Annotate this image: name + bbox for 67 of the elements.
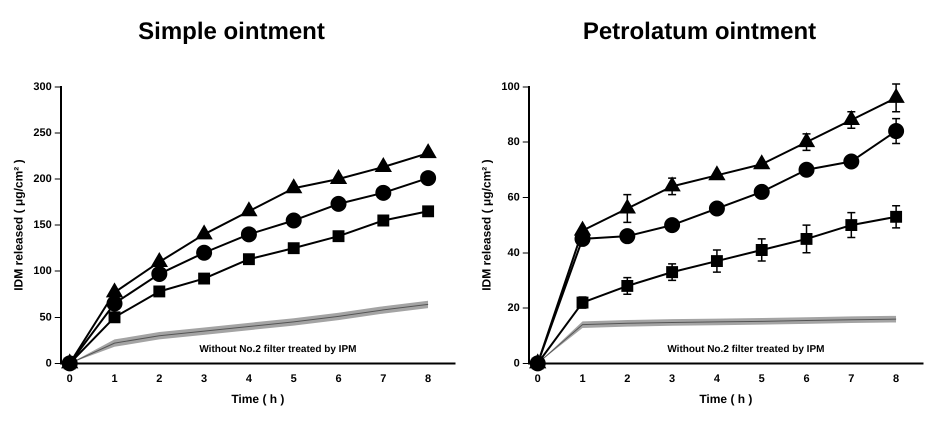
point [288, 242, 300, 254]
x-tick-label: 5 [290, 373, 297, 386]
x-tick-label: 3 [669, 373, 676, 386]
x-tick-label: 0 [66, 373, 73, 386]
point [619, 228, 636, 244]
x-tick-label: 0 [534, 373, 541, 386]
point [198, 272, 210, 285]
point [375, 184, 392, 201]
point [422, 205, 434, 218]
x-tick-label: 4 [246, 373, 253, 386]
point [798, 162, 815, 178]
y-axis-title: IDM released ( μg/cm² ) [480, 159, 494, 291]
y-tick-label: 100 [501, 80, 520, 93]
point [890, 210, 902, 223]
x-tick-label: 8 [893, 373, 900, 386]
point [153, 286, 166, 298]
point [800, 232, 812, 245]
chart-title: Simple ointment [138, 18, 325, 46]
point [196, 244, 212, 261]
x-tick-label: 1 [579, 373, 586, 386]
y-tick-label: 0 [514, 357, 520, 370]
point [240, 226, 257, 242]
y-tick-label: 150 [33, 219, 52, 232]
point [286, 212, 302, 228]
x-tick-label: 2 [156, 373, 162, 386]
point [754, 184, 770, 200]
y-axis-title: IDM released ( μg/cm² ) [12, 159, 26, 291]
point [845, 219, 858, 232]
x-tick-label: 4 [714, 373, 721, 386]
annotation: Without No.2 filter treated by IPM [199, 344, 356, 356]
point [843, 153, 860, 170]
x-tick-label: 2 [624, 373, 630, 386]
point [420, 170, 436, 186]
point [888, 123, 904, 140]
point [708, 200, 725, 217]
point [377, 214, 390, 226]
x-tick-label: 3 [201, 373, 208, 386]
y-tick-label: 0 [46, 357, 52, 370]
point [330, 196, 347, 212]
point [332, 230, 344, 242]
x-tick-label: 1 [111, 373, 118, 386]
y-tick-label: 200 [33, 173, 52, 186]
annotation: Without No.2 filter treated by IPM [667, 344, 824, 356]
point [710, 255, 723, 268]
point [242, 253, 255, 266]
x-tick-label: 7 [848, 373, 854, 386]
y-tick-label: 60 [508, 191, 520, 204]
y-tick-label: 300 [33, 80, 52, 93]
point [664, 217, 680, 234]
x-tick-label: 7 [380, 373, 386, 386]
point [621, 280, 634, 292]
chart-title: Petrolatum ointment [582, 18, 816, 46]
y-tick-label: 250 [33, 126, 52, 139]
y-tick-label: 80 [508, 136, 520, 148]
y-tick-label: 20 [508, 302, 520, 314]
x-axis-title: Time ( h ) [231, 392, 284, 406]
x-tick-label: 6 [335, 373, 342, 386]
x-tick-label: 8 [425, 373, 432, 386]
y-tick-label: 100 [33, 265, 52, 278]
point [108, 311, 120, 324]
x-axis-title: Time ( h ) [699, 392, 752, 406]
y-tick-label: 40 [508, 246, 520, 259]
x-tick-label: 5 [758, 373, 765, 386]
point [666, 266, 678, 278]
x-tick-label: 6 [803, 373, 810, 386]
point [151, 266, 168, 282]
y-tick-label: 50 [40, 311, 52, 324]
